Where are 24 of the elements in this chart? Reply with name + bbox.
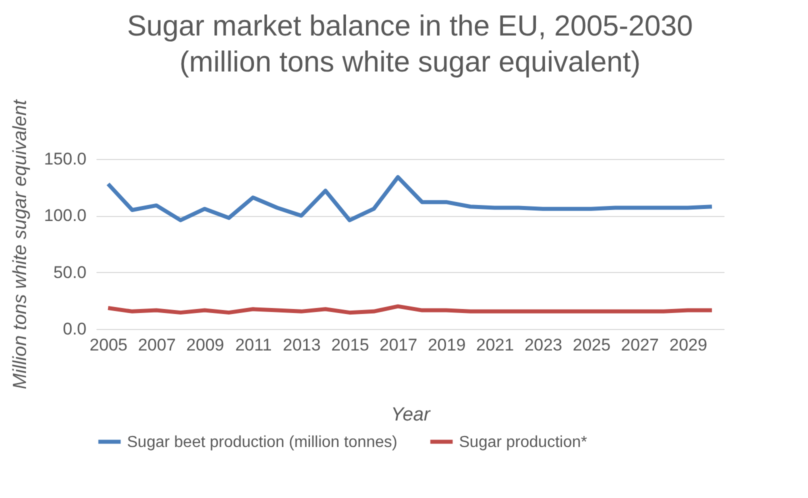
y-tick-label: 0.0 bbox=[62, 320, 86, 338]
x-tick-label: 2007 bbox=[138, 336, 176, 354]
x-tick-label: 2027 bbox=[621, 336, 659, 354]
y-tick-label: 50.0 bbox=[53, 262, 86, 282]
legend-label: Sugar production* bbox=[459, 434, 588, 451]
chart-title: Sugar market balance in the EU, 2005-2030 (million tons white sugar equivalent) bbox=[127, 10, 693, 78]
x-axis-title: Year bbox=[390, 404, 431, 426]
x-tick-label: 2013 bbox=[282, 336, 321, 354]
y-axis-title: Million tons white sugar equivalent bbox=[10, 99, 31, 390]
x-tick-label: 2015 bbox=[331, 336, 370, 354]
x-tick-label: 2029 bbox=[669, 336, 708, 354]
x-tick-label: 2005 bbox=[90, 336, 128, 354]
x-tick-label: 2021 bbox=[476, 336, 514, 354]
x-tick-label: 2017 bbox=[380, 336, 418, 354]
x-tick-label: 2009 bbox=[186, 336, 224, 354]
x-tick-label: 2023 bbox=[524, 336, 562, 354]
y-tick-label: 150.0 bbox=[44, 150, 86, 168]
line-series bbox=[106, 175, 714, 222]
x-tick-label: 2025 bbox=[572, 336, 611, 354]
x-tick-label: 2019 bbox=[428, 336, 466, 354]
legend-label: Sugar beet production (million tonnes) bbox=[127, 434, 398, 451]
y-tick-label: 100.0 bbox=[44, 206, 86, 226]
x-tick-label: 2011 bbox=[235, 336, 272, 354]
line-series bbox=[106, 304, 714, 315]
